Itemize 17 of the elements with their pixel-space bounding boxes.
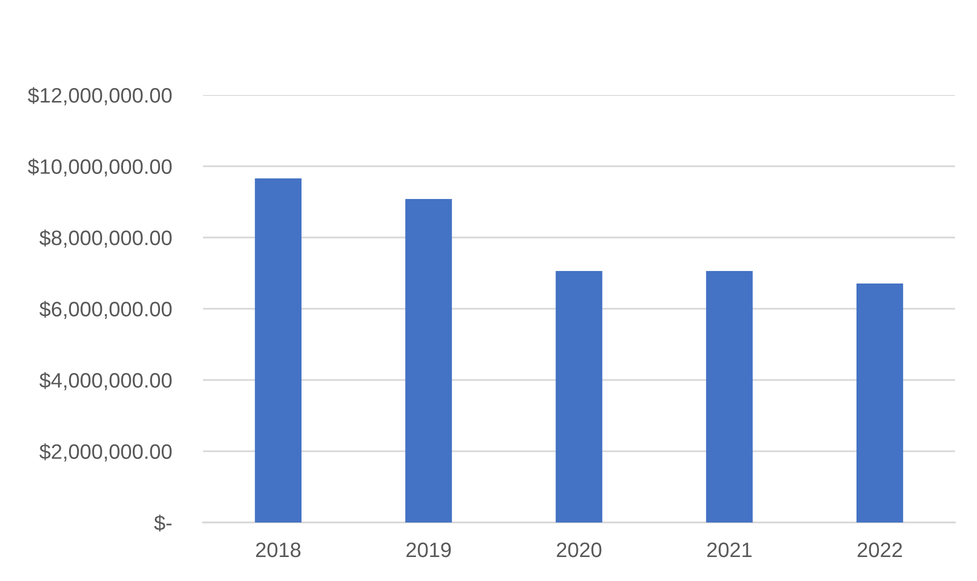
- x-tick-label: 2018: [256, 542, 300, 558]
- bar: [706, 270, 753, 522]
- x-tick-label: 2021: [707, 542, 752, 558]
- x-tick-label: 2019: [406, 542, 451, 558]
- bar: [405, 199, 452, 522]
- y-tick-label: $6,000,000.00: [39, 300, 172, 319]
- y-tick-label: $-: [154, 514, 172, 532]
- y-tick-label: $2,000,000.00: [39, 443, 172, 462]
- y-tick-label: $12,000,000.00: [28, 87, 172, 106]
- bar: [856, 283, 904, 522]
- y-tick-label: $8,000,000.00: [39, 230, 172, 248]
- x-tick-label: 2022: [858, 542, 902, 558]
- y-tick-label: $10,000,000.00: [28, 158, 172, 176]
- y-tick-label: $4,000,000.00: [39, 372, 172, 390]
- bar: [556, 270, 602, 522]
- bar: [254, 178, 302, 522]
- x-tick-label: 2020: [556, 542, 602, 558]
